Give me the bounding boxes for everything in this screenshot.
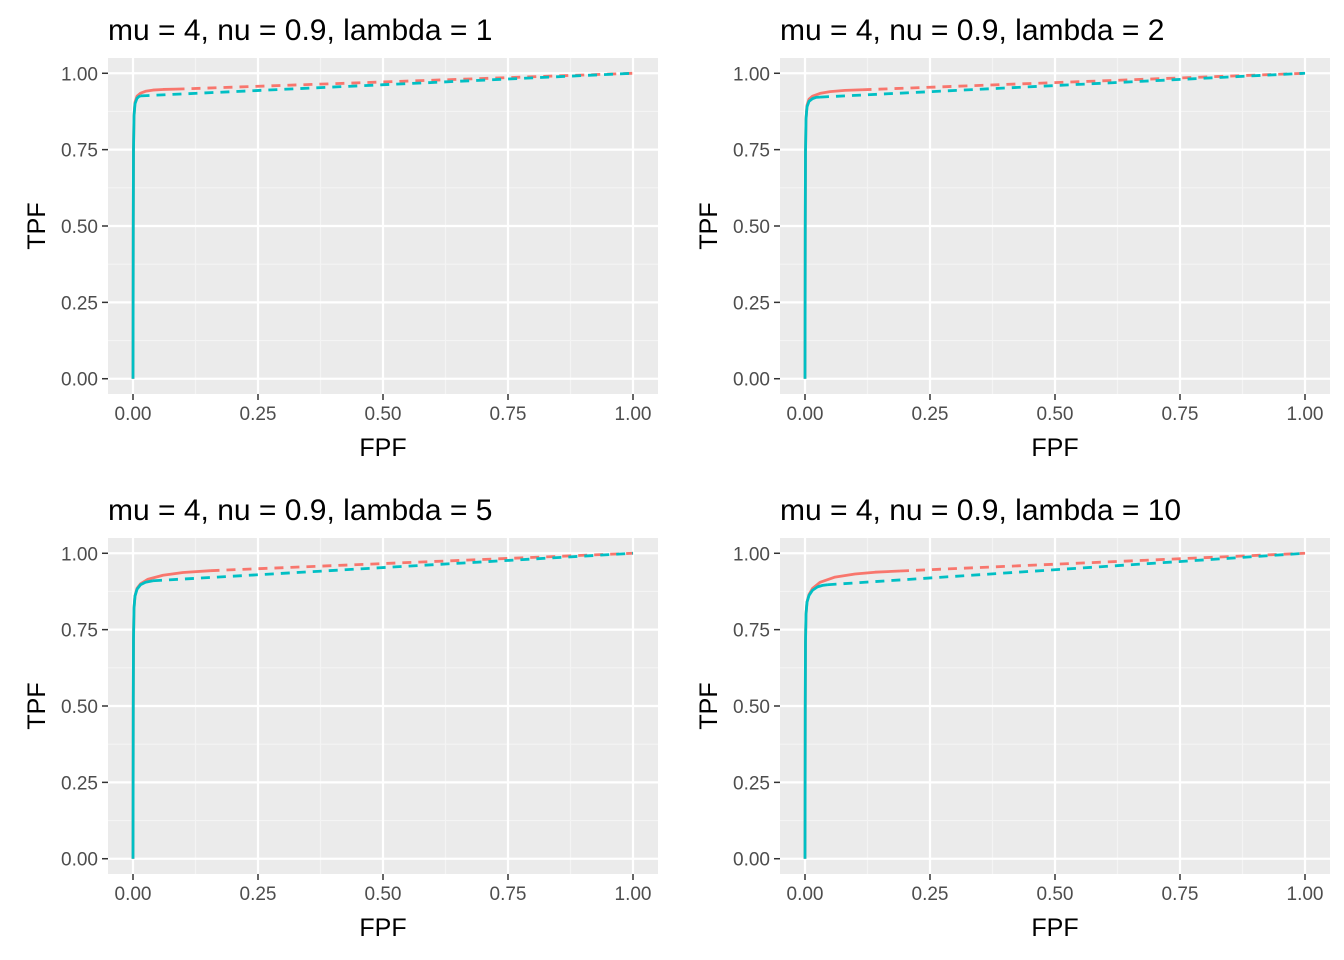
y-tick-label: 1.00 [61, 64, 98, 85]
y-tick-label: 1.00 [61, 544, 98, 565]
y-tick-label: 0.50 [61, 217, 98, 238]
series-line-4 [819, 71, 1306, 99]
x-axis-label: FPF [1031, 914, 1078, 942]
x-axis-label: FPF [359, 914, 406, 942]
y-tick-label: 0.75 [61, 621, 98, 642]
x-tick-label: 0.00 [115, 404, 152, 425]
chart-panel-3: 0.00 0.25 0.50 0.75 1.00 0.00 0.25 0.50 0.75 1.00… [23, 494, 658, 942]
y-tick-label: 0.25 [61, 773, 98, 794]
x-tick-label: 0.00 [787, 404, 824, 425]
x-tick-label: 0.50 [1037, 404, 1074, 425]
chart-panel-2: 0.00 0.25 0.50 0.75 1.00 0.00 0.25 0.50 0.75 1.00… [695, 14, 1330, 462]
chart-title: mu = 4, nu = 0.9, lambda = 1 [108, 14, 492, 47]
y-tick-label: 0.75 [733, 141, 770, 162]
x-tick-label: 0.75 [1162, 884, 1199, 905]
x-tick-label: 0.75 [490, 404, 527, 425]
y-tick-label: 0.50 [733, 697, 770, 718]
y-tick-label: 0.50 [61, 697, 98, 718]
chart-title: mu = 4, nu = 0.9, lambda = 10 [780, 494, 1181, 527]
y-tick-label: 0.75 [733, 621, 770, 642]
x-tick-label: 0.25 [912, 404, 949, 425]
series-line-2 [210, 551, 634, 573]
y-axis-label: TPF [23, 682, 51, 729]
x-tick-label: 1.00 [1287, 884, 1324, 905]
y-axis-label: TPF [23, 202, 51, 249]
chart-panel-4: 0.00 0.25 0.50 0.75 1.00 0.00 0.25 0.50 0.75 1.00… [695, 494, 1330, 942]
x-tick-label: 0.25 [912, 884, 949, 905]
y-tick-label: 0.00 [733, 850, 770, 871]
y-axis-label: TPF [695, 682, 723, 729]
series-line-3 [131, 94, 142, 379]
series-line-2 [899, 551, 1306, 573]
series-line-2 [862, 71, 1306, 92]
x-tick-label: 1.00 [615, 404, 652, 425]
y-tick-label: 0.00 [61, 370, 98, 391]
chart-title: mu = 4, nu = 0.9, lambda = 5 [108, 494, 492, 527]
x-axis-label: FPF [359, 434, 406, 462]
y-tick-label: 0.50 [733, 217, 770, 238]
x-tick-label: 0.50 [365, 404, 402, 425]
x-tick-label: 0.25 [240, 884, 277, 905]
x-tick-label: 0.75 [490, 884, 527, 905]
y-tick-label: 0.00 [733, 370, 770, 391]
chart-title: mu = 4, nu = 0.9, lambda = 2 [780, 14, 1164, 47]
series-line-2 [175, 71, 634, 91]
x-tick-label: 1.00 [1287, 404, 1324, 425]
y-tick-label: 0.25 [733, 293, 770, 314]
x-tick-label: 0.50 [365, 884, 402, 905]
y-tick-label: 0.25 [733, 773, 770, 794]
series-line-4 [152, 551, 634, 583]
x-tick-label: 0.00 [787, 884, 824, 905]
y-tick-label: 1.00 [733, 544, 770, 565]
series-line-3 [803, 583, 828, 859]
y-axis-label: TPF [695, 202, 723, 249]
series-line-3 [131, 579, 154, 859]
x-tick-label: 0.00 [115, 884, 152, 905]
x-axis-label: FPF [1031, 434, 1078, 462]
series-line-3 [803, 95, 821, 379]
x-tick-label: 0.25 [240, 404, 277, 425]
y-tick-label: 0.00 [61, 850, 98, 871]
x-tick-label: 0.50 [1037, 884, 1074, 905]
series-line-4 [140, 71, 634, 98]
y-tick-label: 0.25 [61, 293, 98, 314]
x-tick-label: 1.00 [615, 884, 652, 905]
y-tick-label: 1.00 [733, 64, 770, 85]
x-tick-label: 0.75 [1162, 404, 1199, 425]
y-tick-label: 0.75 [61, 141, 98, 162]
chart-panel-1: 0.00 0.25 0.50 0.75 1.00 0.00 0.25 0.50 0.75 1.00… [23, 14, 658, 462]
